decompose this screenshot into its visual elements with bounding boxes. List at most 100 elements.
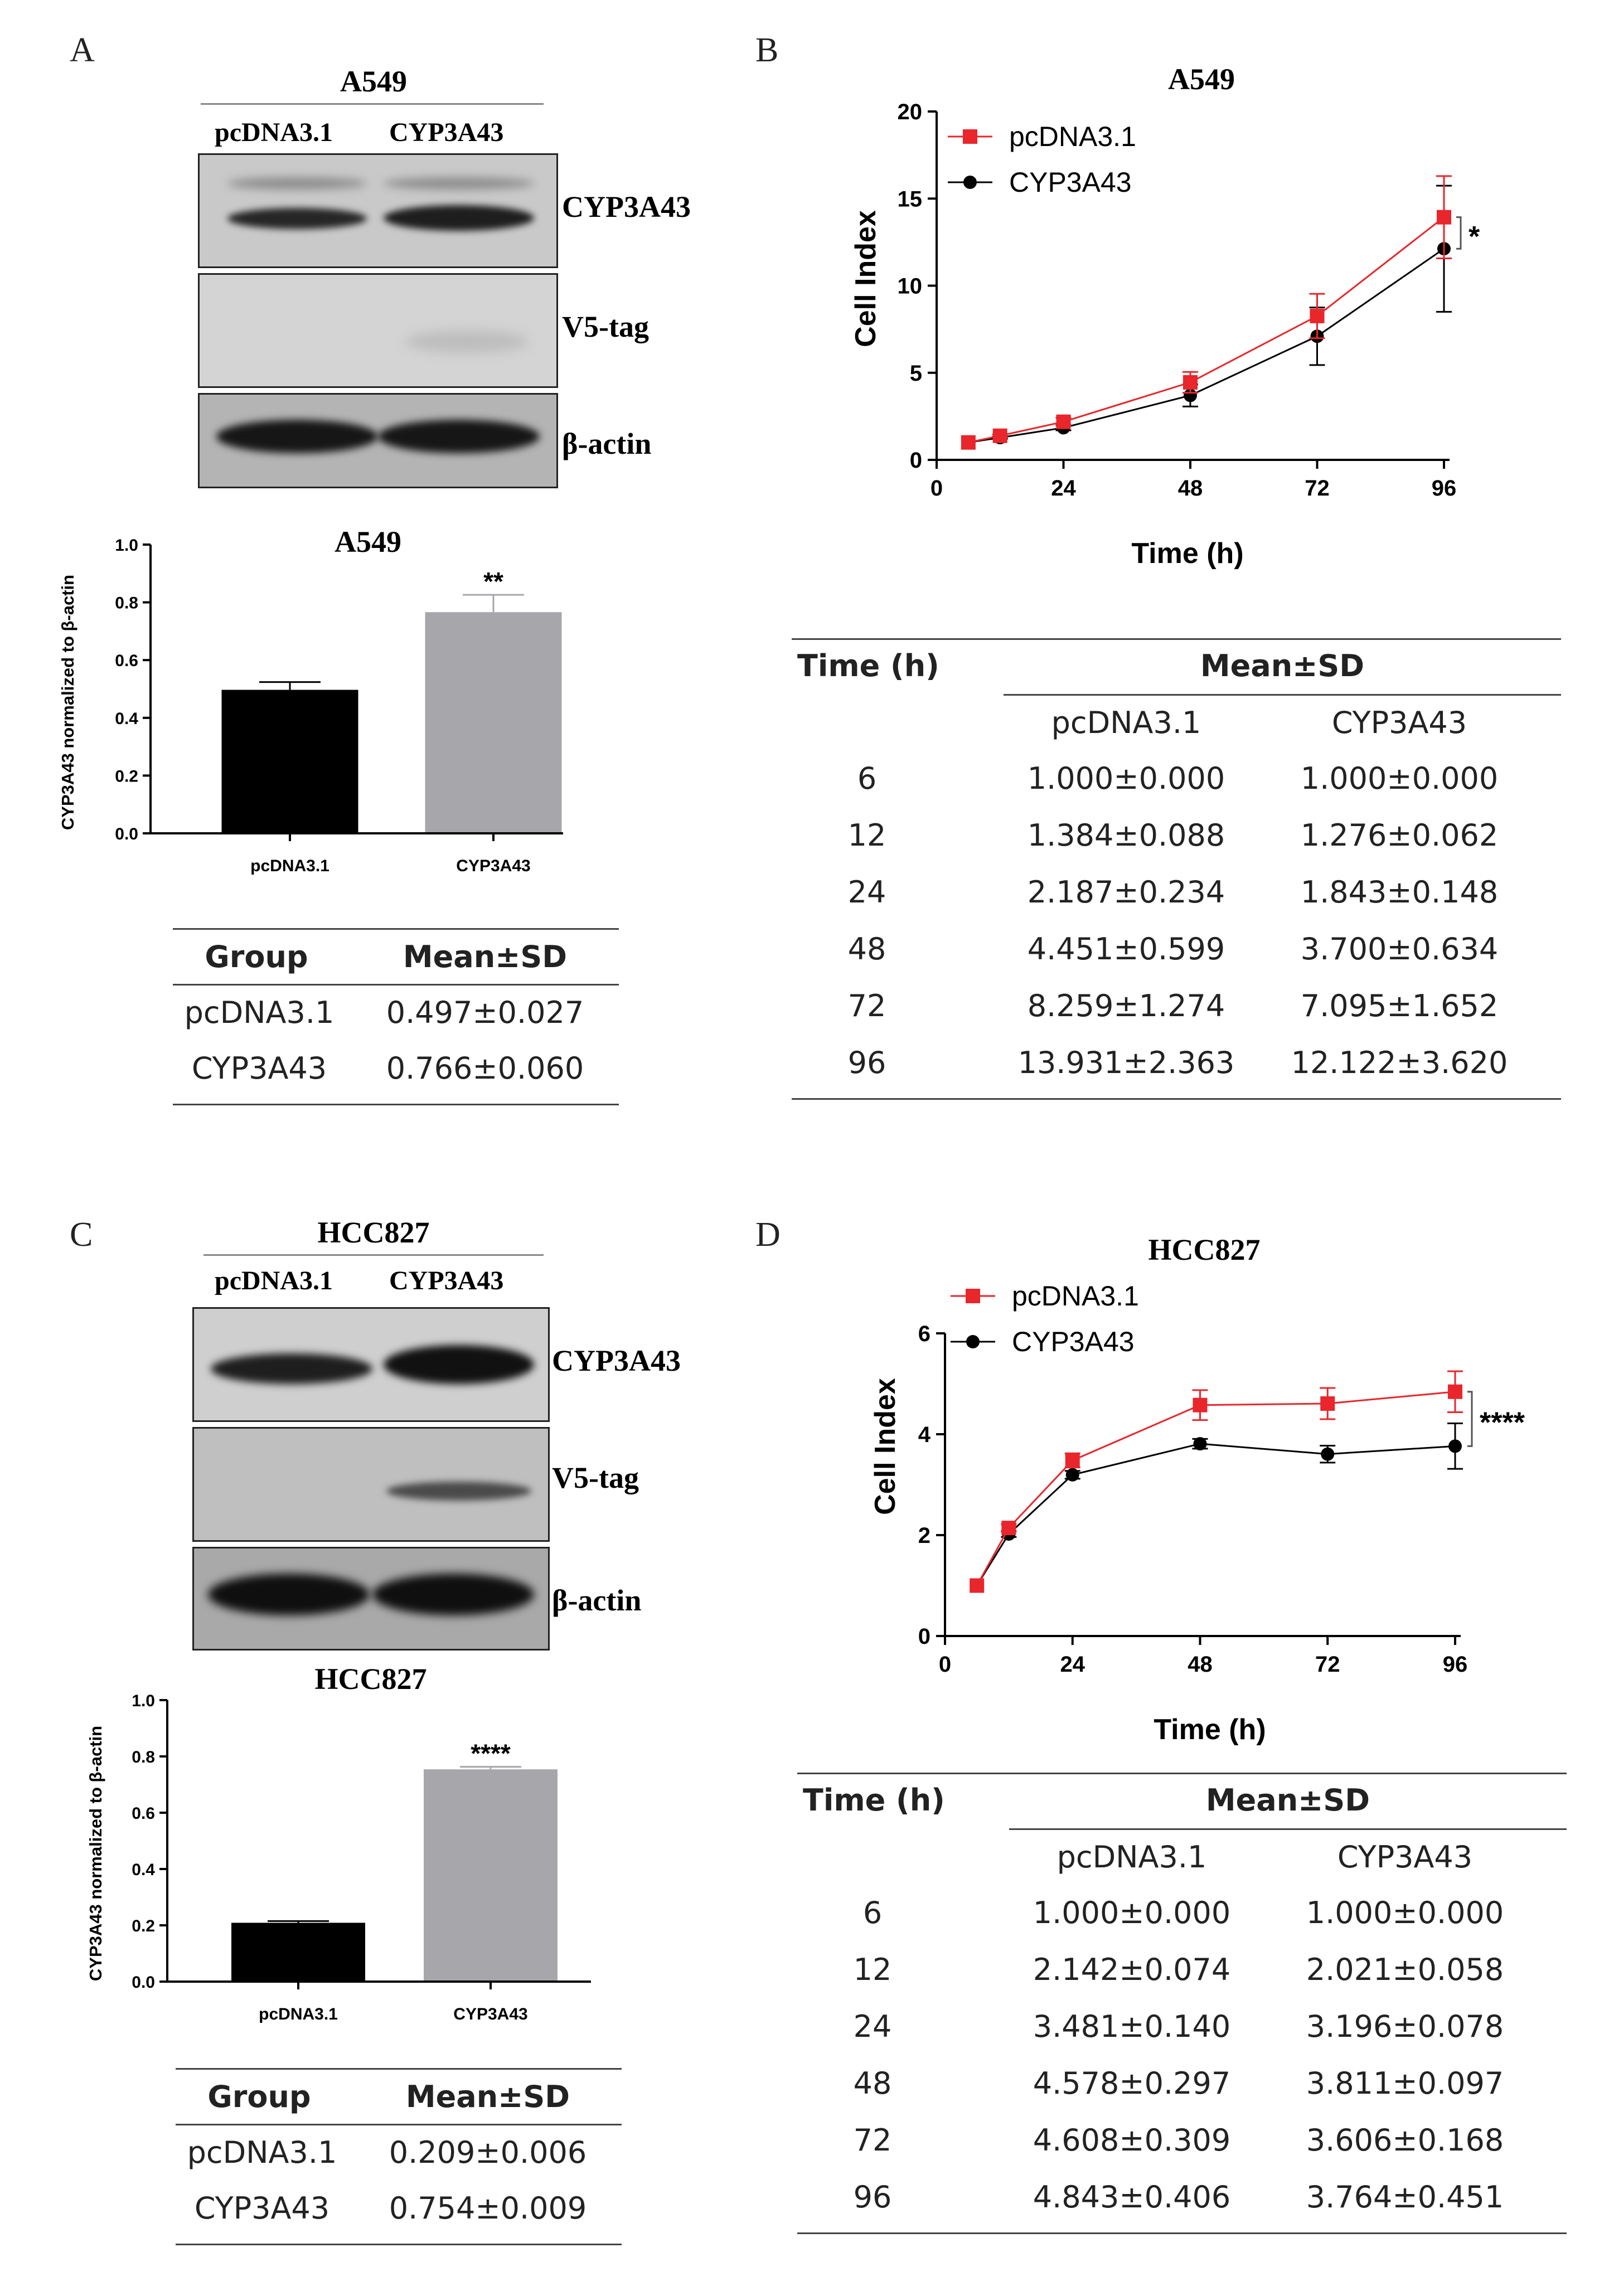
y-axis-label: Cell Index — [850, 210, 882, 347]
data-point — [1065, 1468, 1079, 1482]
table-cell: 96 — [847, 1045, 886, 1080]
significance-bracket — [1456, 216, 1462, 250]
panel-c-bar-chart: HCC827 CYP3A43 normalized to β-actin 0.0… — [86, 1662, 591, 2023]
y-tick-label: 5 — [910, 361, 922, 386]
chart-title: HCC827 — [1148, 1233, 1261, 1266]
legend-label: pcDNA3.1 — [1012, 1280, 1139, 1312]
table-cell: 24 — [847, 875, 886, 910]
table-cell: 2.142±0.074 — [1033, 1952, 1231, 1987]
y-tick-label: 2 — [918, 1523, 930, 1548]
band-label-cyp3a43: CYP3A43 — [552, 1344, 681, 1377]
lane-label-control: pcDNA3.1 — [215, 1266, 333, 1295]
legend-marker — [966, 1289, 980, 1303]
x-tick-label: 0 — [930, 476, 943, 501]
blot-title: HCC827 — [317, 1216, 430, 1249]
table-cell: 0.497±0.027 — [386, 995, 584, 1030]
y-tick-label: 0.4 — [132, 1861, 155, 1879]
legend-label: CYP3A43 — [1012, 1326, 1135, 1357]
data-point — [1183, 375, 1198, 390]
bar — [425, 612, 562, 833]
y-tick-label: 0.4 — [115, 710, 138, 728]
lane-label-cyp3a43: CYP3A43 — [389, 1266, 504, 1295]
table-header-group: Group — [205, 939, 308, 974]
x-tick-label: pcDNA3.1 — [250, 857, 329, 875]
band-label-beta-actin: β-actin — [552, 1584, 642, 1617]
blot-v5-tag — [198, 273, 558, 388]
y-axis-label: Cell Index — [869, 1378, 902, 1515]
table-cell: pcDNA3.1 — [187, 2135, 337, 2170]
y-tick-label: 0.2 — [115, 767, 138, 785]
table-cell: 1.276±0.062 — [1300, 818, 1499, 853]
panel-c-blot: HCC827 pcDNA3.1 CYP3A43 CYP3A43 V5-tag β… — [0, 1198, 781, 1667]
data-point — [1310, 308, 1325, 323]
significance-label: **** — [1480, 1407, 1525, 1439]
y-tick-label: 0.8 — [132, 1748, 155, 1766]
legend-label: pcDNA3.1 — [1009, 121, 1136, 152]
table-cell: 48 — [853, 2066, 892, 2101]
band-label-beta-actin: β-actin — [562, 427, 652, 460]
table-cell: 4.578±0.297 — [1033, 2066, 1231, 2101]
table-subheader: pcDNA3.1 — [1051, 705, 1201, 740]
table-header-group: Group — [207, 2079, 311, 2114]
lane-label-cyp3a43: CYP3A43 — [389, 118, 504, 147]
legend-marker — [963, 176, 977, 189]
significance-label: **** — [471, 1739, 511, 1768]
y-tick-label: 0.8 — [115, 594, 138, 613]
panel-a-table: Group Mean±SD pcDNA3.1 0.497±0.027 CYP3A… — [173, 928, 619, 1112]
table-cell: 1.000±0.000 — [1033, 1895, 1231, 1930]
table-cell: CYP3A43 — [191, 1051, 327, 1086]
y-tick-label: 1.0 — [132, 1692, 155, 1710]
table-cell: 3.700±0.634 — [1300, 931, 1499, 967]
table-cell: 8.259±1.274 — [1027, 988, 1225, 1023]
x-tick-label: 48 — [1188, 1652, 1213, 1677]
data-point — [992, 428, 1007, 443]
table-cell: 7.095±1.652 — [1300, 988, 1499, 1023]
data-point — [1448, 1439, 1462, 1453]
series-line — [968, 247, 1445, 444]
panel-c-table: Group Mean±SD pcDNA3.1 0.209±0.006 CYP3A… — [176, 2068, 622, 2252]
table-cell: 1.000±0.000 — [1027, 761, 1225, 796]
table-cell: 3.481±0.140 — [1033, 2009, 1231, 2044]
chart-title: A549 — [1168, 62, 1235, 96]
table-cell: 12 — [853, 1952, 892, 1987]
table-cell: 48 — [847, 931, 886, 967]
blot-v5-tag — [192, 1427, 550, 1542]
panel-label-a: A — [70, 31, 95, 69]
x-tick-label: 96 — [1443, 1652, 1468, 1677]
x-tick-label: 24 — [1060, 1652, 1085, 1677]
blot-beta-actin — [192, 1547, 550, 1651]
series-line — [968, 216, 1445, 444]
table-cell: CYP3A43 — [194, 2191, 330, 2226]
table-header-mean-sd: Mean±SD — [405, 2079, 570, 2114]
x-tick-label: 48 — [1178, 476, 1203, 501]
y-tick-label: 4 — [918, 1423, 931, 1447]
significance-label: * — [1469, 221, 1480, 253]
table-subheader: pcDNA3.1 — [1056, 1839, 1207, 1875]
data-point — [1065, 1453, 1080, 1468]
x-axis-label: Time (h) — [1154, 1713, 1266, 1746]
y-tick-label: 0 — [910, 448, 922, 473]
panel-label-c: C — [70, 1216, 93, 1254]
blot-cyp3a43 — [192, 1307, 550, 1422]
table-header-time: Time (h) — [803, 1783, 945, 1818]
data-point — [1320, 1396, 1335, 1411]
data-point — [1448, 1384, 1462, 1399]
table-cell: 4.451±0.599 — [1027, 931, 1225, 967]
y-tick-label: 0.6 — [132, 1804, 155, 1823]
y-tick-label: 15 — [898, 187, 923, 211]
table-subheader: CYP3A43 — [1337, 1839, 1473, 1875]
x-tick-label: 72 — [1305, 476, 1330, 501]
table-header-time: Time (h) — [797, 648, 939, 683]
y-tick-label: 0.6 — [115, 652, 138, 670]
table-cell: 72 — [853, 2123, 892, 2158]
table-cell: pcDNA3.1 — [184, 995, 335, 1030]
x-tick-label: 72 — [1315, 1652, 1340, 1677]
bar — [424, 1769, 558, 1982]
table-cell: 1.000±0.000 — [1300, 761, 1499, 796]
panel-b-line-chart: A549 Cell Index Time (h) 0 5 10 15 20 0 24 48 72… — [850, 62, 1480, 570]
chart-title: HCC827 — [315, 1662, 427, 1696]
data-point — [961, 435, 976, 450]
y-tick-label: 6 — [918, 1322, 930, 1346]
data-point — [1437, 210, 1451, 225]
